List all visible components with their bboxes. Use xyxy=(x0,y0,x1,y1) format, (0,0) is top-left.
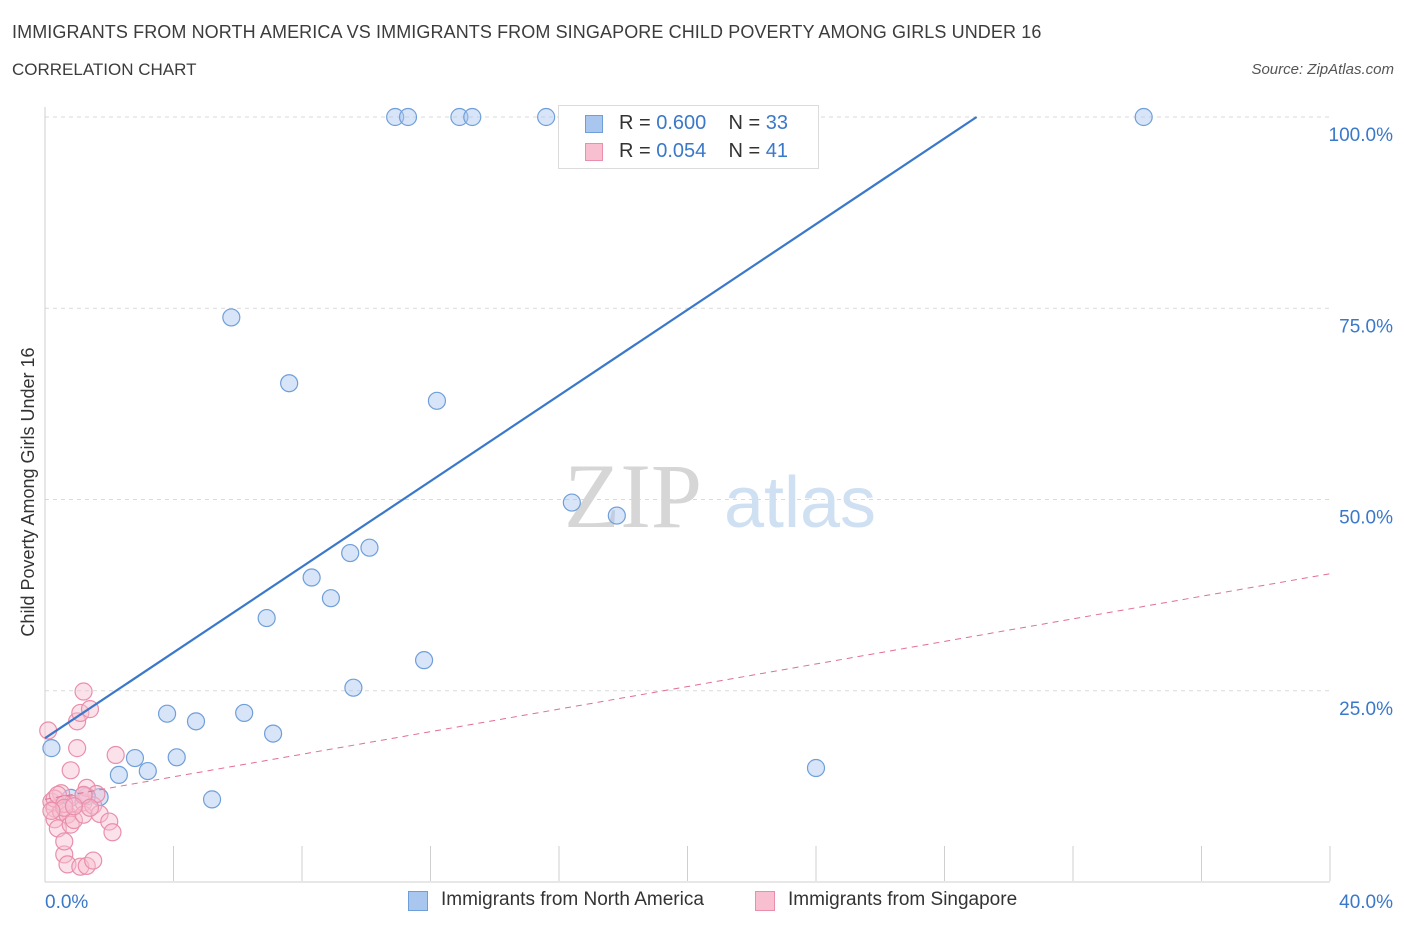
point-singapore xyxy=(64,810,84,830)
chart-subtitle: CORRELATION CHART xyxy=(12,60,197,79)
point-singapore xyxy=(55,845,74,864)
y-axis-label: Child Poverty Among Girls Under 16 xyxy=(18,347,38,636)
legend-r-label: R = xyxy=(619,112,657,134)
point-north-america xyxy=(806,758,826,778)
chart-title: IMMIGRANTS FROM NORTH AMERICA VS IMMIGRA… xyxy=(12,22,1042,42)
point-north-america xyxy=(202,790,222,809)
y-tick-label: 75.0% xyxy=(1339,316,1393,337)
point-singapore xyxy=(84,851,103,870)
point-north-america xyxy=(235,703,254,723)
point-north-america xyxy=(109,765,128,785)
point-north-america xyxy=(607,506,626,525)
y-tick-label: 25.0% xyxy=(1339,699,1393,720)
y-tick-label: 50.0% xyxy=(1339,508,1393,529)
point-north-america xyxy=(414,651,434,670)
bottom-legend-swatch-singapore xyxy=(755,891,775,911)
point-singapore xyxy=(74,682,93,701)
point-north-america xyxy=(427,391,447,410)
point-singapore xyxy=(68,739,87,758)
point-singapore xyxy=(100,812,119,831)
point-north-america xyxy=(257,608,276,628)
point-north-america xyxy=(344,678,363,697)
trend-line-north-america xyxy=(44,116,978,740)
point-north-america xyxy=(463,107,482,127)
point-north-america xyxy=(386,107,405,127)
legend-n-value-singapore: 41 xyxy=(765,140,789,162)
point-north-america xyxy=(1134,107,1153,127)
watermark-zip: ZIP xyxy=(564,445,702,547)
point-north-america xyxy=(280,374,299,393)
point-singapore xyxy=(106,745,125,765)
point-north-america xyxy=(341,543,360,563)
point-north-america xyxy=(186,712,206,731)
trend-line-singapore xyxy=(44,573,1331,800)
correlation-legend: R = 0.600 N = 33 R = 0.054 N = 41 xyxy=(558,105,819,169)
point-north-america xyxy=(302,568,321,587)
legend-n-label: N = xyxy=(728,140,766,162)
point-singapore xyxy=(42,801,61,820)
point-north-america xyxy=(321,589,341,608)
bottom-legend-label-singapore: Immigrants from Singapore xyxy=(788,889,1018,910)
point-north-america xyxy=(157,704,177,723)
point-north-america xyxy=(360,538,379,557)
point-singapore xyxy=(55,832,74,851)
bottom-legend-label-north-america: Immigrants from North America xyxy=(441,889,704,910)
point-north-america xyxy=(125,748,145,768)
point-north-america xyxy=(450,107,469,127)
legend-n-label: N = xyxy=(728,112,766,134)
point-singapore xyxy=(80,798,100,817)
point-north-america xyxy=(167,748,186,767)
point-singapore xyxy=(64,797,84,816)
point-north-america xyxy=(537,107,556,127)
x-tick-label: 40.0% xyxy=(1339,892,1393,913)
legend-r-label: R = xyxy=(619,140,657,162)
point-singapore xyxy=(61,761,80,780)
point-north-america xyxy=(398,107,418,127)
chart-source: Source: ZipAtlas.com xyxy=(1251,61,1394,78)
legend-r-value-singapore: 0.054 xyxy=(656,140,707,162)
point-north-america xyxy=(138,761,157,781)
y-tick-label: 100.0% xyxy=(1329,125,1394,146)
point-north-america xyxy=(222,308,241,327)
legend-swatch-north-america xyxy=(585,115,603,133)
legend-swatch-singapore xyxy=(585,143,603,161)
watermark-atlas: atlas xyxy=(724,463,876,543)
legend-n-value-north-america: 33 xyxy=(765,112,789,134)
point-singapore xyxy=(90,804,109,824)
x-tick-label: 0.0% xyxy=(45,892,88,913)
point-north-america xyxy=(42,739,61,758)
point-north-america xyxy=(263,724,283,743)
point-north-america xyxy=(562,493,581,512)
point-singapore xyxy=(103,823,122,842)
legend-r-value-north-america: 0.600 xyxy=(656,112,707,134)
bottom-legend-swatch-north-america xyxy=(408,891,428,911)
